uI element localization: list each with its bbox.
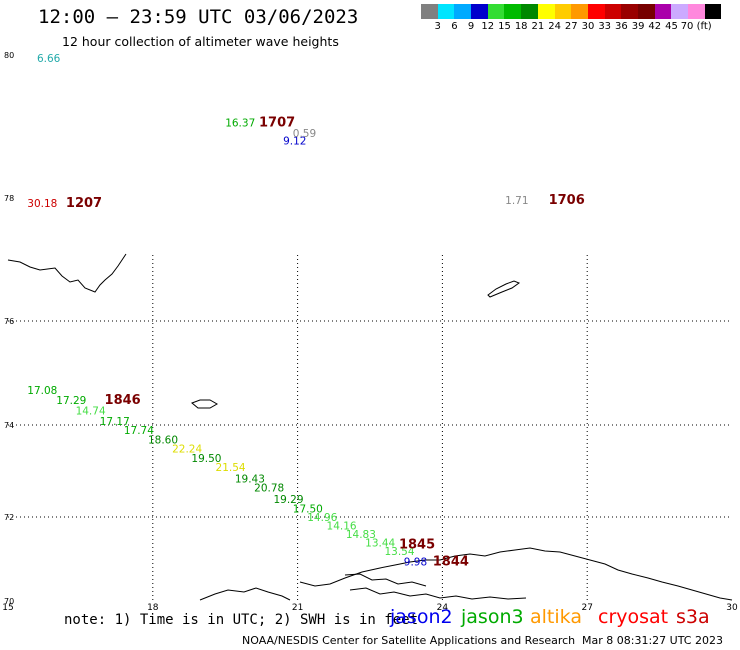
swh-value-label: 1.71 — [505, 195, 528, 207]
legend-swatch — [671, 4, 688, 19]
legend-tick-label: 30 — [581, 21, 595, 32]
swh-value-label: 17.50 — [293, 503, 323, 515]
lon-tick-label: 24 — [437, 603, 449, 613]
lon-tick-label: 18 — [147, 603, 159, 613]
swh-value-label: 9.98 — [404, 556, 427, 568]
legend-swatch — [454, 4, 472, 19]
norway-islands — [344, 573, 527, 600]
legend-swatch — [688, 4, 705, 19]
map-subtitle: 12 hour collection of altimeter wave hei… — [62, 34, 339, 49]
legend-swatch — [704, 4, 722, 19]
swh-value-label: 0.59 — [293, 128, 316, 140]
legend-tick-label: 33 — [598, 21, 612, 32]
legend-tick-label: 39 — [631, 21, 645, 32]
legend-tick-label: 42 — [648, 21, 662, 32]
swh-value-label: 17.08 — [27, 385, 57, 397]
pass-time-label: 1845 — [399, 538, 435, 553]
pass-time-label: 1207 — [66, 196, 102, 211]
lat-tick-label: 70 — [4, 597, 14, 606]
legend-swatch — [637, 4, 655, 19]
legend-swatch — [521, 4, 538, 19]
legend-tick-label: 36 — [615, 21, 628, 32]
lon-tick-label: 27 — [581, 603, 592, 613]
legend-tick-label: 12 — [481, 21, 495, 32]
swh-value-label: 22.24 — [172, 444, 202, 456]
swh-value-label: 17.74 — [124, 425, 154, 437]
pass-time-label: 1846 — [105, 393, 141, 408]
bjornoya-island — [191, 399, 219, 409]
swh-value-label: 19.43 — [235, 474, 265, 486]
legend-swatch — [621, 4, 638, 19]
legend-altika: altika — [530, 606, 582, 628]
lat-tick-label: 76 — [4, 317, 14, 326]
lat-tick-label: 72 — [4, 513, 14, 522]
legend-jason2: jason2 — [390, 606, 453, 628]
swh-value-label: 30.18 — [27, 198, 57, 210]
legend-tick-label: 21 — [531, 21, 545, 32]
kong-karls-land — [487, 280, 521, 298]
swh-value-label: 17.29 — [56, 395, 86, 407]
swh-value-label: 19.29 — [273, 494, 303, 506]
lat-tick-label: 80 — [4, 51, 14, 60]
legend-swatch — [654, 4, 672, 19]
swh-value-label: 13.44 — [365, 537, 395, 549]
legend-tick-label: 27 — [564, 21, 578, 32]
swh-value-label: 13.54 — [384, 546, 414, 558]
lon-tick-label: 30 — [726, 603, 738, 613]
legend-tick-label: 18 — [514, 21, 528, 32]
legend-swatch — [421, 4, 438, 19]
pass-time-label: 1844 — [433, 554, 469, 569]
legend-cryosat: cryosat — [598, 606, 669, 628]
legend-labels: 3 6 9 12 15 18 21 24 27 30 33 36 39 42 45 70 (ft) — [421, 19, 721, 33]
legend-swatch — [487, 4, 505, 19]
legend-tick-label: 15 — [498, 21, 511, 32]
swh-value-label: 14.74 — [76, 406, 106, 418]
legend-tick-label: 70 (ft) — [680, 21, 712, 32]
lat-tick-label: 74 — [4, 421, 14, 430]
legend-swatch — [571, 4, 588, 19]
legend-jason3: jason3 — [461, 606, 524, 628]
swh-value-label: 16.37 — [225, 118, 255, 130]
pass-time-label: 1707 — [259, 116, 295, 131]
legend-tick-label: 3 — [434, 21, 441, 32]
lon-tick-label: 15 — [2, 603, 13, 613]
lat-tick-label: 78 — [4, 194, 14, 203]
color-legend: 3 6 9 12 15 18 21 24 27 30 33 36 39 42 45 70 (ft) — [421, 4, 722, 33]
lon-tick-label: 21 — [292, 603, 303, 613]
swh-value-label: 18.60 — [148, 434, 178, 446]
swh-value-label: 14.96 — [307, 512, 337, 524]
footer-note: note: 1) Time is in UTC; 2) SWH is in fe… — [64, 612, 419, 628]
map-grid: 15 18 21 24 27 30 70 72 74 76 78 80 — [2, 51, 738, 613]
swh-value-label: 14.16 — [327, 521, 357, 533]
coastline — [7, 253, 733, 601]
legend-swatch — [537, 4, 555, 19]
legend-swatch — [604, 4, 622, 19]
svalbard-coast — [7, 253, 127, 293]
swh-value-label: 9.12 — [283, 135, 306, 147]
norway-coast — [199, 547, 733, 601]
swh-value-label: 14.83 — [346, 529, 376, 541]
swh-value-label: 19.50 — [191, 453, 221, 465]
legend-swatch — [504, 4, 522, 19]
legend-swatch — [471, 4, 488, 19]
legend-tick-label: 45 — [665, 21, 678, 32]
swh-value-label: 21.54 — [216, 462, 246, 474]
legend-s3a: s3a — [676, 606, 710, 628]
legend-swatch — [587, 4, 605, 19]
pass-time-label: 1706 — [549, 193, 585, 208]
credit-text: NOAA/NESDIS Center for Satellite Applica… — [242, 634, 576, 647]
legend-tick-label: 24 — [548, 21, 561, 32]
legend-tick-label: 9 — [467, 21, 475, 32]
map-title: 12:00 — 23:59 UTC 03/06/2023 — [38, 6, 359, 28]
swh-value-label: 17.17 — [100, 416, 130, 428]
swh-value-label: 6.66 — [37, 53, 61, 65]
legend-swatch — [437, 4, 455, 19]
legend-swatch — [554, 4, 572, 19]
legend-tick-label: 6 — [451, 21, 458, 32]
credit-date: Mar 8 08:31:27 UTC 2023 — [582, 634, 723, 647]
legend-color-bar — [421, 4, 722, 19]
swh-value-label: 20.78 — [254, 483, 284, 495]
